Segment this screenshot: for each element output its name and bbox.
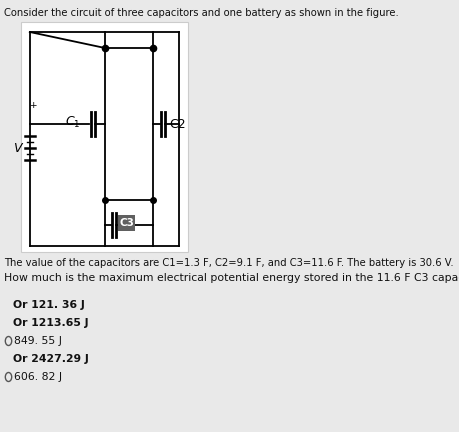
Text: C3: C3 [119,218,134,228]
Text: Or 2427.29 J: Or 2427.29 J [13,354,89,364]
Text: C2: C2 [169,118,186,130]
Text: How much is the maximum electrical potential energy stored in the 11.6 F C3 capa: How much is the maximum electrical poten… [4,273,459,283]
Bar [118,215,135,231]
Text: 849. 55 J: 849. 55 J [14,336,62,346]
Bar [21,22,188,252]
Text: Consider the circuit of three capacitors and one battery as shown in the figure.: Consider the circuit of three capacitors… [4,8,399,18]
Text: $C_1$: $C_1$ [65,114,81,130]
Text: +: + [29,102,36,111]
Text: The value of the capacitors are C1=1.3 F, C2=9.1 F, and C3=11.6 F. The battery i: The value of the capacitors are C1=1.3 F… [4,258,454,268]
Text: 606. 82 J: 606. 82 J [14,372,62,382]
Text: Or 121. 36 J: Or 121. 36 J [13,300,84,310]
Text: V: V [13,142,21,155]
Text: Or 1213.65 J: Or 1213.65 J [13,318,89,328]
